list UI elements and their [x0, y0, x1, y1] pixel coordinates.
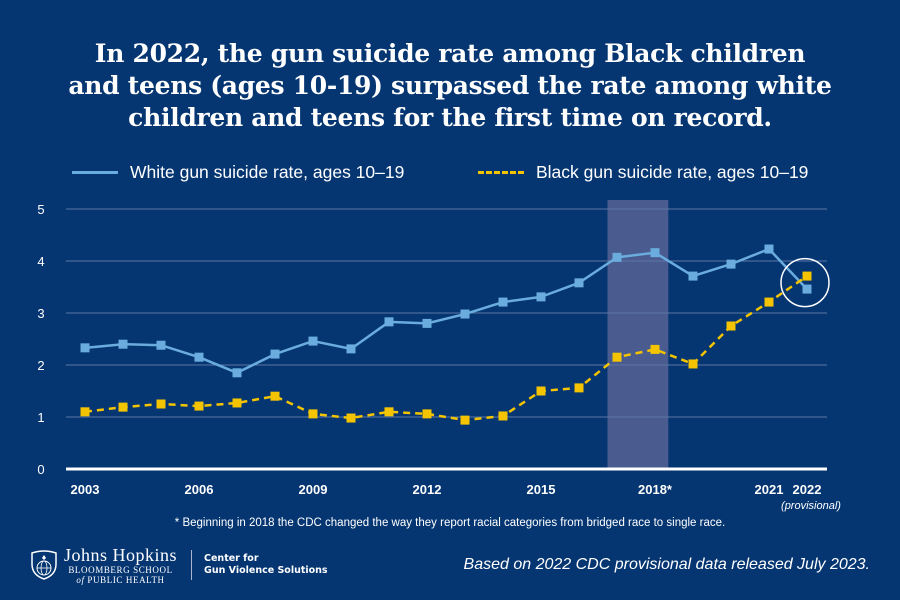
x-tick-label: 2021	[755, 482, 784, 497]
center-name: Center for Gun Violence Solutions	[204, 553, 328, 577]
data-point-white	[726, 259, 736, 269]
x-tick-label: 2009	[299, 482, 328, 497]
data-point-black	[498, 411, 508, 421]
logo-sub1: BLOOMBERG SCHOOL	[68, 565, 173, 575]
center-line-2: Gun Violence Solutions	[204, 565, 328, 576]
y-tick-label: 4	[37, 254, 44, 269]
data-point-white	[422, 318, 432, 328]
data-point-white	[802, 284, 812, 294]
logo-wordmark: Johns Hopkins BLOOMBERG SCHOOL of PUBLIC…	[64, 545, 177, 585]
title-line-2: and teens (ages 10-19) surpassed the rat…	[68, 71, 832, 100]
data-point-white	[764, 244, 774, 254]
data-point-white	[232, 368, 242, 378]
data-point-black	[80, 407, 90, 417]
title-line-1: In 2022, the gun suicide rate among Blac…	[94, 39, 806, 68]
x-tick-sublabel: (provisional)	[781, 500, 841, 512]
y-tick-label: 2	[37, 358, 44, 373]
data-point-white	[574, 278, 584, 288]
x-tick-label: 2015	[527, 482, 556, 497]
y-tick-label: 1	[37, 410, 44, 425]
shield-globe-icon	[31, 550, 57, 580]
data-point-white	[308, 336, 318, 346]
legend-label-black: Black gun suicide rate, ages 10–19	[536, 161, 809, 182]
data-point-black	[764, 297, 774, 307]
highlight-band	[607, 200, 669, 469]
legend-item-black: Black gun suicide rate, ages 10–19	[478, 160, 808, 184]
data-point-white	[536, 292, 546, 302]
y-tick-label: 0	[37, 462, 44, 477]
data-point-black	[536, 386, 546, 396]
footnote: * Beginning in 2018 the CDC changed the …	[174, 517, 726, 529]
data-point-white	[460, 309, 470, 319]
data-point-black	[802, 271, 812, 281]
legend-swatch-black	[478, 170, 524, 174]
source-note: Based on 2022 CDC provisional data relea…	[463, 556, 870, 573]
logo-sub2: of PUBLIC HEALTH	[76, 575, 165, 585]
data-point-black	[612, 352, 622, 362]
x-tick-label: 2003	[71, 482, 100, 497]
legend-swatch-white	[72, 170, 118, 174]
title-line-3: children and teens for the first time on…	[128, 103, 772, 132]
center-line-1: Center for	[204, 553, 259, 564]
y-tick-label: 5	[37, 202, 44, 217]
series-line-white	[84, 247, 808, 375]
data-point-white	[498, 297, 508, 307]
data-point-black	[688, 359, 698, 369]
logo-name: Johns Hopkins	[64, 545, 178, 565]
data-point-black	[422, 409, 432, 419]
data-point-black	[650, 344, 660, 354]
y-tick-label: 3	[37, 306, 44, 321]
data-point-black	[726, 321, 736, 331]
data-point-white	[156, 340, 166, 350]
data-point-white	[612, 252, 622, 262]
data-point-black	[308, 409, 318, 419]
data-point-black	[574, 383, 584, 393]
data-point-black	[232, 398, 242, 408]
chart-title: In 2022, the gun suicide rate among Blac…	[0, 38, 900, 134]
series-line-black	[84, 275, 808, 422]
data-point-white	[384, 317, 394, 327]
data-point-white	[118, 339, 128, 349]
johns-hopkins-logo: Johns Hopkins BLOOMBERG SCHOOL of PUBLIC…	[30, 545, 328, 585]
x-tick-label: 2018*	[638, 482, 673, 497]
data-point-black	[384, 407, 394, 417]
data-point-black	[194, 401, 204, 411]
data-point-white	[688, 271, 698, 281]
data-point-black	[460, 415, 470, 425]
crossover-circle	[780, 257, 830, 308]
legend-item-white: White gun suicide rate, ages 10–19	[72, 160, 404, 184]
legend-label-white: White gun suicide rate, ages 10–19	[130, 161, 405, 182]
data-point-white	[194, 352, 204, 362]
data-point-black	[270, 391, 280, 401]
data-point-black	[118, 402, 128, 412]
data-point-white	[80, 343, 90, 353]
x-tick-label: 2012	[413, 482, 442, 497]
data-point-white	[346, 344, 356, 354]
x-tick-label: 2022	[793, 482, 822, 497]
logo-divider	[191, 550, 193, 580]
data-point-black	[156, 399, 166, 409]
data-point-white	[650, 248, 660, 258]
data-point-white	[270, 349, 280, 359]
data-point-black	[346, 413, 356, 423]
x-tick-label: 2006	[185, 482, 214, 497]
